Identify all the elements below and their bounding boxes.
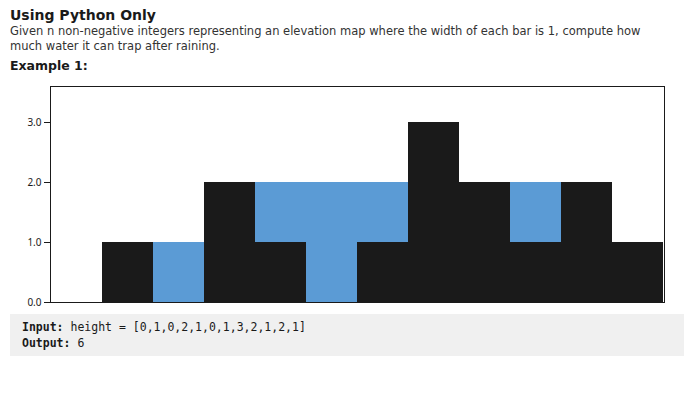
html-text:much water it can trap after r: much water it can trap after raining.	[10, 39, 220, 53]
html-text:Given n non-negative integers: Given n non-negative integers representi…	[10, 24, 641, 38]
html-text:Input: height = [0,1,0,2,1,0,1: Input: height = [0,1,0,2,1,0,1,3,2,1,2,1…	[22, 320, 306, 334]
html-text:Example 1:: Example 1:	[10, 58, 88, 73]
html-text:Using Python Only: Using Python Only	[10, 7, 156, 23]
html-text:Output: 6: Output: 6	[22, 336, 85, 350]
svg-text:3.0: 3.0	[27, 115, 41, 129]
svg-text:0.0: 0.0	[27, 295, 41, 309]
svg-text:2.0: 2.0	[27, 175, 41, 189]
svg-text:1.0: 1.0	[27, 235, 41, 249]
